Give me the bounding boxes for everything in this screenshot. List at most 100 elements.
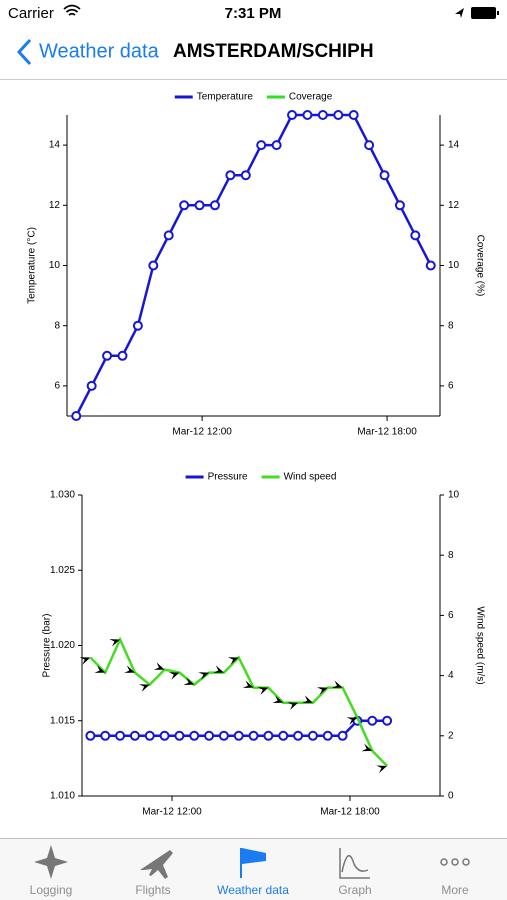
point bbox=[194, 200, 205, 211]
nav-title: AMSTERDAM/SCHIPH bbox=[173, 41, 374, 62]
y-tick-label: 8 bbox=[54, 320, 60, 331]
y2-tick-label: 4 bbox=[448, 670, 454, 681]
tab-label[interactable]: Weather data bbox=[217, 883, 289, 897]
y2-tick-label: 0 bbox=[448, 791, 454, 802]
wind-arrow bbox=[316, 687, 328, 695]
point bbox=[322, 730, 333, 741]
x-tick-label: Mar-12 18:00 bbox=[357, 427, 417, 438]
y2-tick-label: 8 bbox=[448, 550, 454, 561]
windsock bbox=[242, 848, 266, 864]
point bbox=[100, 730, 111, 741]
point bbox=[271, 140, 282, 151]
point bbox=[364, 140, 375, 151]
y-tick-label: 6 bbox=[54, 381, 60, 392]
wind-arrow bbox=[124, 665, 135, 673]
legend-label: Wind speed bbox=[284, 472, 337, 483]
point bbox=[317, 110, 328, 120]
point bbox=[225, 170, 236, 181]
point bbox=[394, 200, 405, 211]
wind-arrow bbox=[153, 662, 165, 670]
y2-axis-label: Coverage (%) bbox=[474, 235, 485, 297]
y-tick-label: 14 bbox=[49, 140, 61, 151]
point bbox=[85, 730, 96, 741]
point bbox=[204, 730, 215, 741]
point bbox=[148, 260, 159, 271]
legend-label: Coverage bbox=[289, 92, 333, 103]
point bbox=[302, 110, 313, 120]
x-tick-label: Mar-12 12:00 bbox=[172, 427, 232, 438]
y-tick-label: 1.015 bbox=[50, 715, 75, 726]
point bbox=[159, 730, 170, 741]
wind-arrow bbox=[287, 702, 299, 710]
y-tick-label: 1.020 bbox=[50, 640, 75, 651]
legend-label: Pressure bbox=[208, 472, 248, 483]
wind-arrow bbox=[331, 680, 343, 688]
wind-arrow bbox=[361, 743, 373, 752]
wind-arrow bbox=[302, 695, 313, 704]
point bbox=[379, 170, 390, 181]
more-icon[interactable] bbox=[440, 858, 470, 866]
y2-tick-label: 6 bbox=[448, 381, 454, 392]
battery-tip bbox=[497, 11, 499, 15]
flights-icon[interactable] bbox=[140, 850, 173, 879]
tab-label[interactable]: Flights bbox=[135, 883, 170, 897]
wind-arrow bbox=[346, 717, 358, 725]
wind-arrow bbox=[242, 680, 254, 688]
y-axis-label: Pressure (bar) bbox=[42, 614, 53, 678]
x-tick-label: Mar-12 12:00 bbox=[142, 807, 202, 818]
y2-tick-label: 8 bbox=[448, 320, 454, 331]
carrier: Carrier bbox=[8, 5, 54, 22]
wind-arrow bbox=[213, 665, 224, 673]
tab-label[interactable]: Logging bbox=[30, 883, 73, 897]
point bbox=[117, 350, 128, 361]
point bbox=[218, 730, 229, 741]
y-tick-label: 1.030 bbox=[50, 490, 75, 501]
point bbox=[337, 730, 348, 741]
wind-arrow bbox=[376, 765, 388, 774]
y-tick-label: 1.010 bbox=[50, 791, 75, 802]
point bbox=[367, 715, 378, 726]
battery-icon bbox=[471, 7, 496, 19]
dot bbox=[440, 858, 448, 866]
point bbox=[132, 320, 143, 331]
y-tick-label: 1.025 bbox=[50, 565, 75, 576]
point bbox=[256, 140, 267, 151]
point bbox=[263, 730, 274, 741]
point bbox=[174, 730, 185, 741]
weather-icon[interactable] bbox=[240, 848, 266, 878]
dot bbox=[451, 858, 459, 866]
point bbox=[115, 730, 126, 741]
wifi-icon bbox=[63, 4, 81, 16]
graph-icon[interactable] bbox=[339, 848, 370, 879]
point bbox=[410, 230, 421, 241]
clock: 7:31 PM bbox=[225, 5, 282, 22]
back-button[interactable]: Weather data bbox=[39, 40, 160, 62]
point bbox=[333, 110, 344, 120]
wind-arrow bbox=[227, 657, 239, 665]
y-tick-label: 12 bbox=[49, 200, 61, 211]
point bbox=[102, 350, 113, 361]
wind-arrow bbox=[109, 639, 121, 647]
point bbox=[86, 380, 97, 391]
point bbox=[278, 730, 289, 741]
y2-tick-label: 12 bbox=[448, 200, 460, 211]
tab-label[interactable]: More bbox=[441, 883, 469, 897]
y2-tick-label: 10 bbox=[448, 490, 460, 501]
legend: Temperature Coverage bbox=[174, 92, 333, 103]
dot bbox=[462, 858, 470, 866]
y-axis-label: Temperature (°C) bbox=[27, 227, 38, 304]
point bbox=[425, 260, 436, 271]
wind-arrow bbox=[138, 684, 150, 692]
back-chevron[interactable] bbox=[16, 38, 32, 66]
y2-tick-label: 14 bbox=[448, 140, 460, 151]
wind-arrow bbox=[94, 665, 106, 673]
point bbox=[348, 110, 359, 120]
point bbox=[189, 730, 200, 741]
logging-icon[interactable] bbox=[34, 845, 68, 879]
point bbox=[233, 730, 244, 741]
y2-tick-label: 2 bbox=[448, 730, 454, 741]
y-tick-label: 10 bbox=[49, 260, 61, 271]
point bbox=[129, 730, 140, 741]
tab-label[interactable]: Graph bbox=[338, 883, 371, 897]
